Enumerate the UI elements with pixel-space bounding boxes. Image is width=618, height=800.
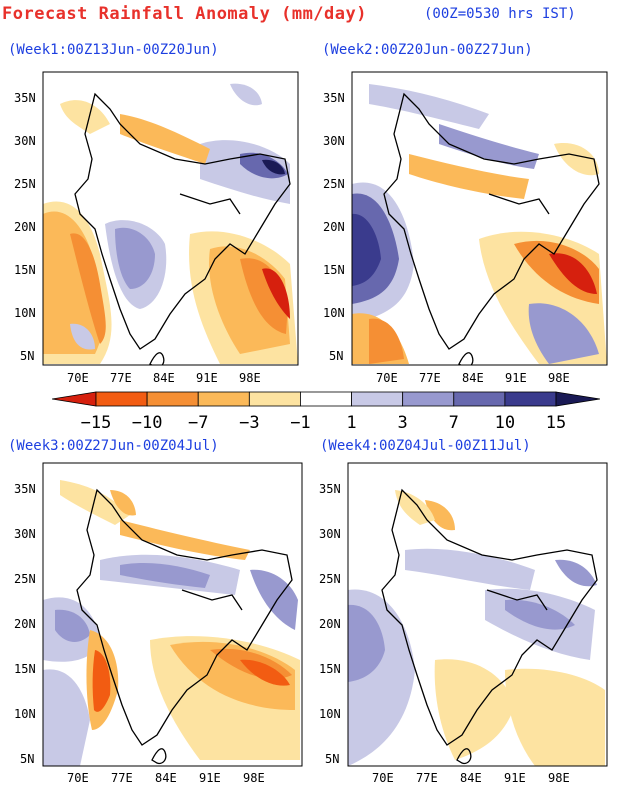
colorbar-label: −1 — [290, 413, 310, 433]
lat-label: 20N — [14, 617, 36, 631]
india-outline-week4 — [381, 488, 598, 765]
lon-label: 84E — [462, 371, 484, 385]
panel-title-week3: (Week3:00Z27Jun-00Z04Jul) — [8, 438, 219, 454]
lat-label: 5N — [329, 349, 343, 363]
lat-label: 35N — [14, 91, 36, 105]
lat-label: 10N — [323, 306, 345, 320]
lon-labels-week4: 70E 77E 84E 91E 98E — [372, 771, 570, 785]
lon-label: 77E — [416, 771, 438, 785]
lat-labels-week3: 35N 30N 25N 20N 15N 10N 5N — [14, 482, 36, 766]
lon-label: 77E — [110, 371, 132, 385]
panel-title-week4: (Week4:00Z04Jul-00Z11Jul) — [320, 438, 531, 454]
lon-labels-week2: 70E 77E 84E 91E 98E — [376, 371, 570, 385]
map-panel-week4: 35N 30N 25N 20N 15N 10N 5N 70E 77E 84E 9… — [319, 462, 608, 785]
colorbar-swatch — [351, 391, 404, 407]
lat-label: 25N — [14, 177, 36, 191]
colorbar-label: −15 — [81, 413, 112, 433]
india-outline-week3 — [76, 488, 293, 765]
colorbar-label: −3 — [239, 413, 259, 433]
lon-label: 91E — [504, 771, 526, 785]
lon-label: 70E — [67, 771, 89, 785]
lon-label: 91E — [505, 371, 527, 385]
lat-labels-week4: 35N 30N 25N 20N 15N 10N 5N — [319, 482, 341, 766]
lat-label: 5N — [325, 752, 339, 766]
lon-label: 98E — [548, 771, 570, 785]
map-panel-week2: 35N 30N 25N 20N 15N 10N 5N 70E 77E 84E 9… — [323, 71, 608, 385]
lat-label: 20N — [14, 220, 36, 234]
colorbar-swatch — [555, 391, 600, 407]
india-outline-week2 — [383, 92, 600, 365]
colorbar-swatch — [95, 391, 148, 407]
colorbar-swatch — [197, 391, 250, 407]
time-note: (00Z=0530 hrs IST) — [424, 6, 576, 22]
lon-label: 77E — [111, 771, 133, 785]
colorbar-label: 3 — [398, 413, 408, 433]
lat-label: 15N — [14, 662, 36, 676]
lon-label: 98E — [243, 771, 265, 785]
lat-labels-week2: 35N 30N 25N 20N 15N 10N 5N — [323, 91, 345, 363]
map-panel-week1: 35N 30N 25N 20N 15N 10N 5N 70E 77E 84E 9… — [14, 71, 299, 385]
colorbar-swatch — [453, 391, 506, 407]
anomaly-field-week1 — [43, 83, 298, 364]
lon-label: 91E — [196, 371, 218, 385]
colorbar-labels: −15 −10 −7 −3 −1 1 3 7 10 15 — [81, 413, 567, 433]
colorbar: −15 −10 −7 −3 −1 1 3 7 10 15 — [52, 391, 600, 433]
colorbar-swatch — [300, 391, 352, 407]
lon-label: 98E — [239, 371, 261, 385]
lon-label: 91E — [199, 771, 221, 785]
india-outline-week1 — [74, 92, 291, 365]
lat-label: 35N — [319, 482, 341, 496]
lat-label: 25N — [14, 572, 36, 586]
lat-label: 10N — [319, 707, 341, 721]
anomaly-field-week2 — [352, 84, 607, 364]
lon-label: 84E — [460, 771, 482, 785]
lat-label: 5N — [20, 349, 34, 363]
colorbar-label: 15 — [546, 413, 566, 433]
lat-label: 30N — [14, 134, 36, 148]
lon-label: 84E — [153, 371, 175, 385]
lat-label: 15N — [323, 263, 345, 277]
lon-label: 70E — [372, 771, 394, 785]
lat-label: 10N — [14, 306, 36, 320]
colorbar-swatch — [402, 391, 455, 407]
lat-label: 25N — [319, 572, 341, 586]
lon-labels-week1: 70E 77E 84E 91E 98E — [67, 371, 261, 385]
lat-label: 20N — [323, 220, 345, 234]
panel-title-week2: (Week2:00Z20Jun-00Z27Jun) — [322, 42, 533, 58]
lon-label: 98E — [548, 371, 570, 385]
lat-label: 35N — [14, 482, 36, 496]
lat-label: 5N — [20, 752, 34, 766]
colorbar-label: 7 — [449, 413, 459, 433]
lat-label: 25N — [323, 177, 345, 191]
lat-labels-week1: 35N 30N 25N 20N 15N 10N 5N — [14, 91, 36, 363]
colorbar-swatch — [146, 391, 199, 407]
panel-title-week1: (Week1:00Z13Jun-00Z20Jun) — [8, 42, 219, 58]
lat-label: 30N — [14, 527, 36, 541]
lon-label: 84E — [155, 771, 177, 785]
colorbar-swatches — [52, 391, 600, 407]
colorbar-swatch — [504, 391, 557, 407]
colorbar-swatch — [52, 391, 97, 407]
colorbar-label: −10 — [132, 413, 163, 433]
lat-label: 15N — [319, 662, 341, 676]
lat-label: 10N — [14, 707, 36, 721]
lon-label: 70E — [376, 371, 398, 385]
figure-title: Forecast Rainfall Anomaly (mm/day) — [2, 4, 367, 24]
lon-label: 70E — [67, 371, 89, 385]
colorbar-swatch — [248, 391, 301, 407]
lat-label: 20N — [319, 617, 341, 631]
lon-label: 77E — [419, 371, 441, 385]
map-panel-week3: 35N 30N 25N 20N 15N 10N 5N 70E 77E 84E 9… — [14, 462, 303, 785]
lat-label: 35N — [323, 91, 345, 105]
lat-label: 30N — [319, 527, 341, 541]
colorbar-label: 10 — [495, 413, 515, 433]
lon-labels-week3: 70E 77E 84E 91E 98E — [67, 771, 265, 785]
colorbar-label: 1 — [346, 413, 356, 433]
lat-label: 30N — [323, 134, 345, 148]
colorbar-label: −7 — [188, 413, 208, 433]
lat-label: 15N — [14, 263, 36, 277]
